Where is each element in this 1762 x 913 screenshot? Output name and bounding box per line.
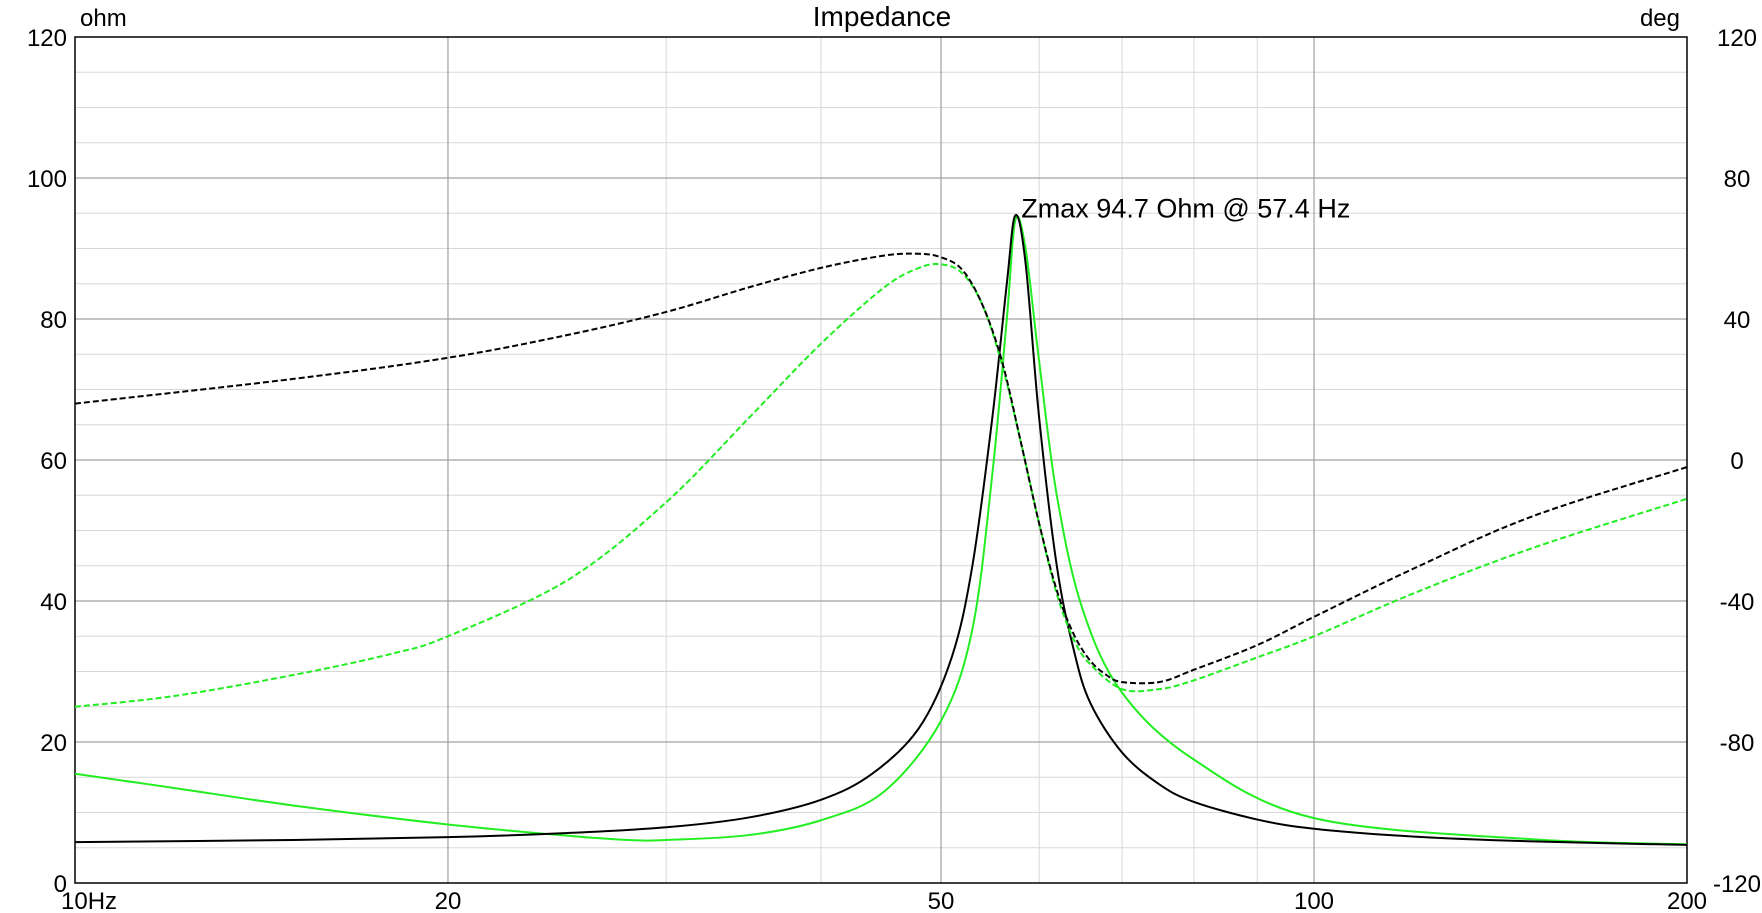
- x-tick-label: 200: [1667, 888, 1707, 913]
- series-layer: [74, 214, 1688, 846]
- y-right-tick-label: -80: [1720, 730, 1755, 757]
- y-left-tick-label: 0: [54, 871, 67, 898]
- y-left-tick-label: 60: [40, 448, 67, 475]
- y-left-tick-label: 80: [40, 307, 67, 334]
- series-line-phase-green: [74, 263, 1688, 708]
- series-line-phase-black: [74, 252, 1688, 685]
- chart-title: Impedance: [813, 1, 952, 32]
- y-left-tick-label: 40: [40, 589, 67, 616]
- y-right-tick-label: -40: [1720, 589, 1755, 616]
- zmax-annotation: Zmax 94.7 Ohm @ 57.4 Hz: [1021, 193, 1350, 223]
- series-line-magnitude-black: [74, 214, 1688, 846]
- ticks-layer: 10Hz 20 50 100 200 0 20 40 60 80 100 120 -120 -80 -40 0…: [27, 25, 1761, 913]
- y-left-tick-label: 100: [27, 166, 67, 193]
- y-left-unit: ohm: [80, 5, 127, 32]
- x-tick-label: 50: [928, 888, 955, 913]
- x-tick-label: 100: [1294, 888, 1334, 913]
- y-left-tick-label: 120: [27, 25, 67, 52]
- y-right-tick-label: 120: [1717, 25, 1757, 52]
- y-right-tick-label: 40: [1724, 307, 1751, 334]
- y-right-tick-label: 80: [1724, 166, 1751, 193]
- x-tick-label: 10Hz: [61, 888, 117, 913]
- grid: [75, 37, 1687, 883]
- series-line-magnitude-green: [74, 215, 1688, 846]
- x-tick-label: 20: [435, 888, 462, 913]
- plot-frame: [74, 36, 1688, 884]
- y-right-tick-label: -120: [1713, 871, 1761, 898]
- y-right-unit: deg: [1640, 5, 1680, 32]
- y-left-tick-label: 20: [40, 730, 67, 757]
- y-right-tick-label: 0: [1730, 448, 1743, 475]
